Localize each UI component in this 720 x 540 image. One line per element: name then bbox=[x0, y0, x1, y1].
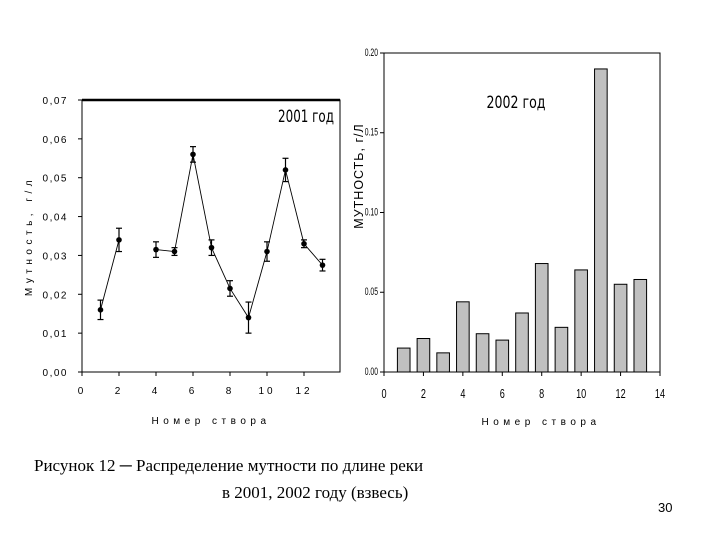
right-bar bbox=[475, 333, 490, 373]
right-x-ticks: 0 2 4 6 8 10 12 14 bbox=[381, 372, 665, 401]
right-bar bbox=[416, 338, 431, 373]
chart-2001: 2001 год 0,000,010,020,030,040,050,060,0… bbox=[24, 96, 341, 427]
left-data-point bbox=[264, 248, 270, 255]
left-data-point bbox=[153, 246, 159, 253]
left-x-tick-label: 2 bbox=[115, 386, 124, 397]
right-bar bbox=[456, 301, 470, 373]
right-x-tick-label: 6 bbox=[500, 388, 505, 402]
left-data-point bbox=[171, 248, 178, 255]
left-series-line bbox=[155, 154, 323, 319]
right-x-axis-label: Номер створа bbox=[481, 417, 600, 428]
left-data-point bbox=[208, 244, 215, 251]
left-y-tick-label: 0,02 bbox=[43, 290, 68, 301]
left-y-tick-label: 0,06 bbox=[43, 135, 68, 146]
page-number: 30 bbox=[658, 500, 673, 515]
right-bar bbox=[396, 347, 411, 373]
right-bar bbox=[534, 263, 549, 373]
left-data-point bbox=[245, 314, 252, 321]
left-x-tick-label: 6 bbox=[189, 386, 198, 397]
right-y-tick-label: 0.00 bbox=[365, 365, 378, 377]
left-title-box bbox=[264, 103, 338, 125]
left-x-tick-label: 4 bbox=[152, 386, 161, 397]
right-bar bbox=[594, 68, 608, 373]
right-y-tick-label: 0.20 bbox=[365, 46, 378, 58]
left-plot-area bbox=[81, 99, 341, 373]
figure-caption-line-1: Рисунок 12 ─ Распределение мутности по д… bbox=[34, 456, 424, 475]
left-y-tick-label: 0,00 bbox=[43, 368, 68, 379]
right-x-tick-label: 4 bbox=[460, 388, 465, 402]
right-bar bbox=[554, 326, 569, 373]
right-x-tick-label: 10 bbox=[576, 388, 586, 402]
left-y-tick-label: 0,01 bbox=[43, 329, 68, 340]
left-x-ticks: 0 2 4 6 8 10 12 bbox=[78, 372, 312, 397]
left-data-point bbox=[227, 285, 233, 292]
left-y-tick-label: 0,05 bbox=[43, 174, 68, 185]
right-y-ticks: 0.00 0.05 0.10 0.15 0.20 bbox=[365, 46, 384, 377]
right-bar bbox=[495, 339, 510, 373]
left-data-point bbox=[116, 237, 122, 243]
left-y-axis-label: Мутность, г/л bbox=[24, 176, 35, 296]
right-bar bbox=[515, 312, 529, 373]
left-x-tick-label: 12 bbox=[295, 386, 312, 397]
left-x-tick-label: 8 bbox=[226, 386, 235, 397]
right-bar bbox=[633, 278, 648, 373]
left-data-point bbox=[301, 240, 307, 247]
left-x-tick-label: 0 bbox=[78, 386, 87, 397]
left-series-line bbox=[100, 239, 120, 310]
figure-caption-line-2: в 2001, 2002 году (взвесь) bbox=[222, 483, 409, 502]
right-y-tick-label: 0.05 bbox=[365, 286, 378, 298]
right-x-tick-label: 0 bbox=[381, 388, 386, 402]
right-bar bbox=[436, 352, 450, 373]
right-x-tick-label: 2 bbox=[421, 388, 426, 402]
right-x-tick-label: 14 bbox=[655, 388, 665, 402]
left-x-axis-label: Номер створа bbox=[151, 416, 270, 427]
right-y-tick-label: 0.15 bbox=[365, 126, 378, 138]
left-y-tick-label: 0,04 bbox=[43, 213, 68, 224]
left-x-tick-label: 10 bbox=[258, 386, 275, 397]
right-bars bbox=[396, 68, 648, 373]
left-data-point bbox=[97, 307, 104, 313]
chart-2002: 2002 год 0.00 0.05 0.10 0.15 0.20 0 2 4 6 8 10 12 1… bbox=[352, 46, 665, 428]
right-bar bbox=[574, 269, 588, 373]
left-data-point bbox=[190, 151, 196, 158]
left-data-point bbox=[319, 262, 326, 268]
right-x-tick-label: 12 bbox=[616, 388, 626, 402]
right-y-tick-label: 0.10 bbox=[365, 206, 378, 218]
right-bar bbox=[613, 283, 628, 373]
left-y-tick-label: 0,03 bbox=[43, 251, 68, 262]
left-y-tick-label: 0,07 bbox=[43, 96, 68, 107]
left-y-ticks: 0,00 0,01 0,02 0,03 0,04 0,05 0,06 0,07 bbox=[43, 96, 82, 379]
right-y-axis-label: МУТНОСТЬ, г/Л bbox=[352, 123, 366, 228]
left-chart-title: 2001 год bbox=[278, 106, 334, 126]
right-chart-title: 2002 год bbox=[487, 92, 546, 112]
right-x-tick-label: 8 bbox=[539, 388, 544, 402]
left-data-point bbox=[282, 167, 289, 173]
left-series bbox=[97, 146, 326, 334]
